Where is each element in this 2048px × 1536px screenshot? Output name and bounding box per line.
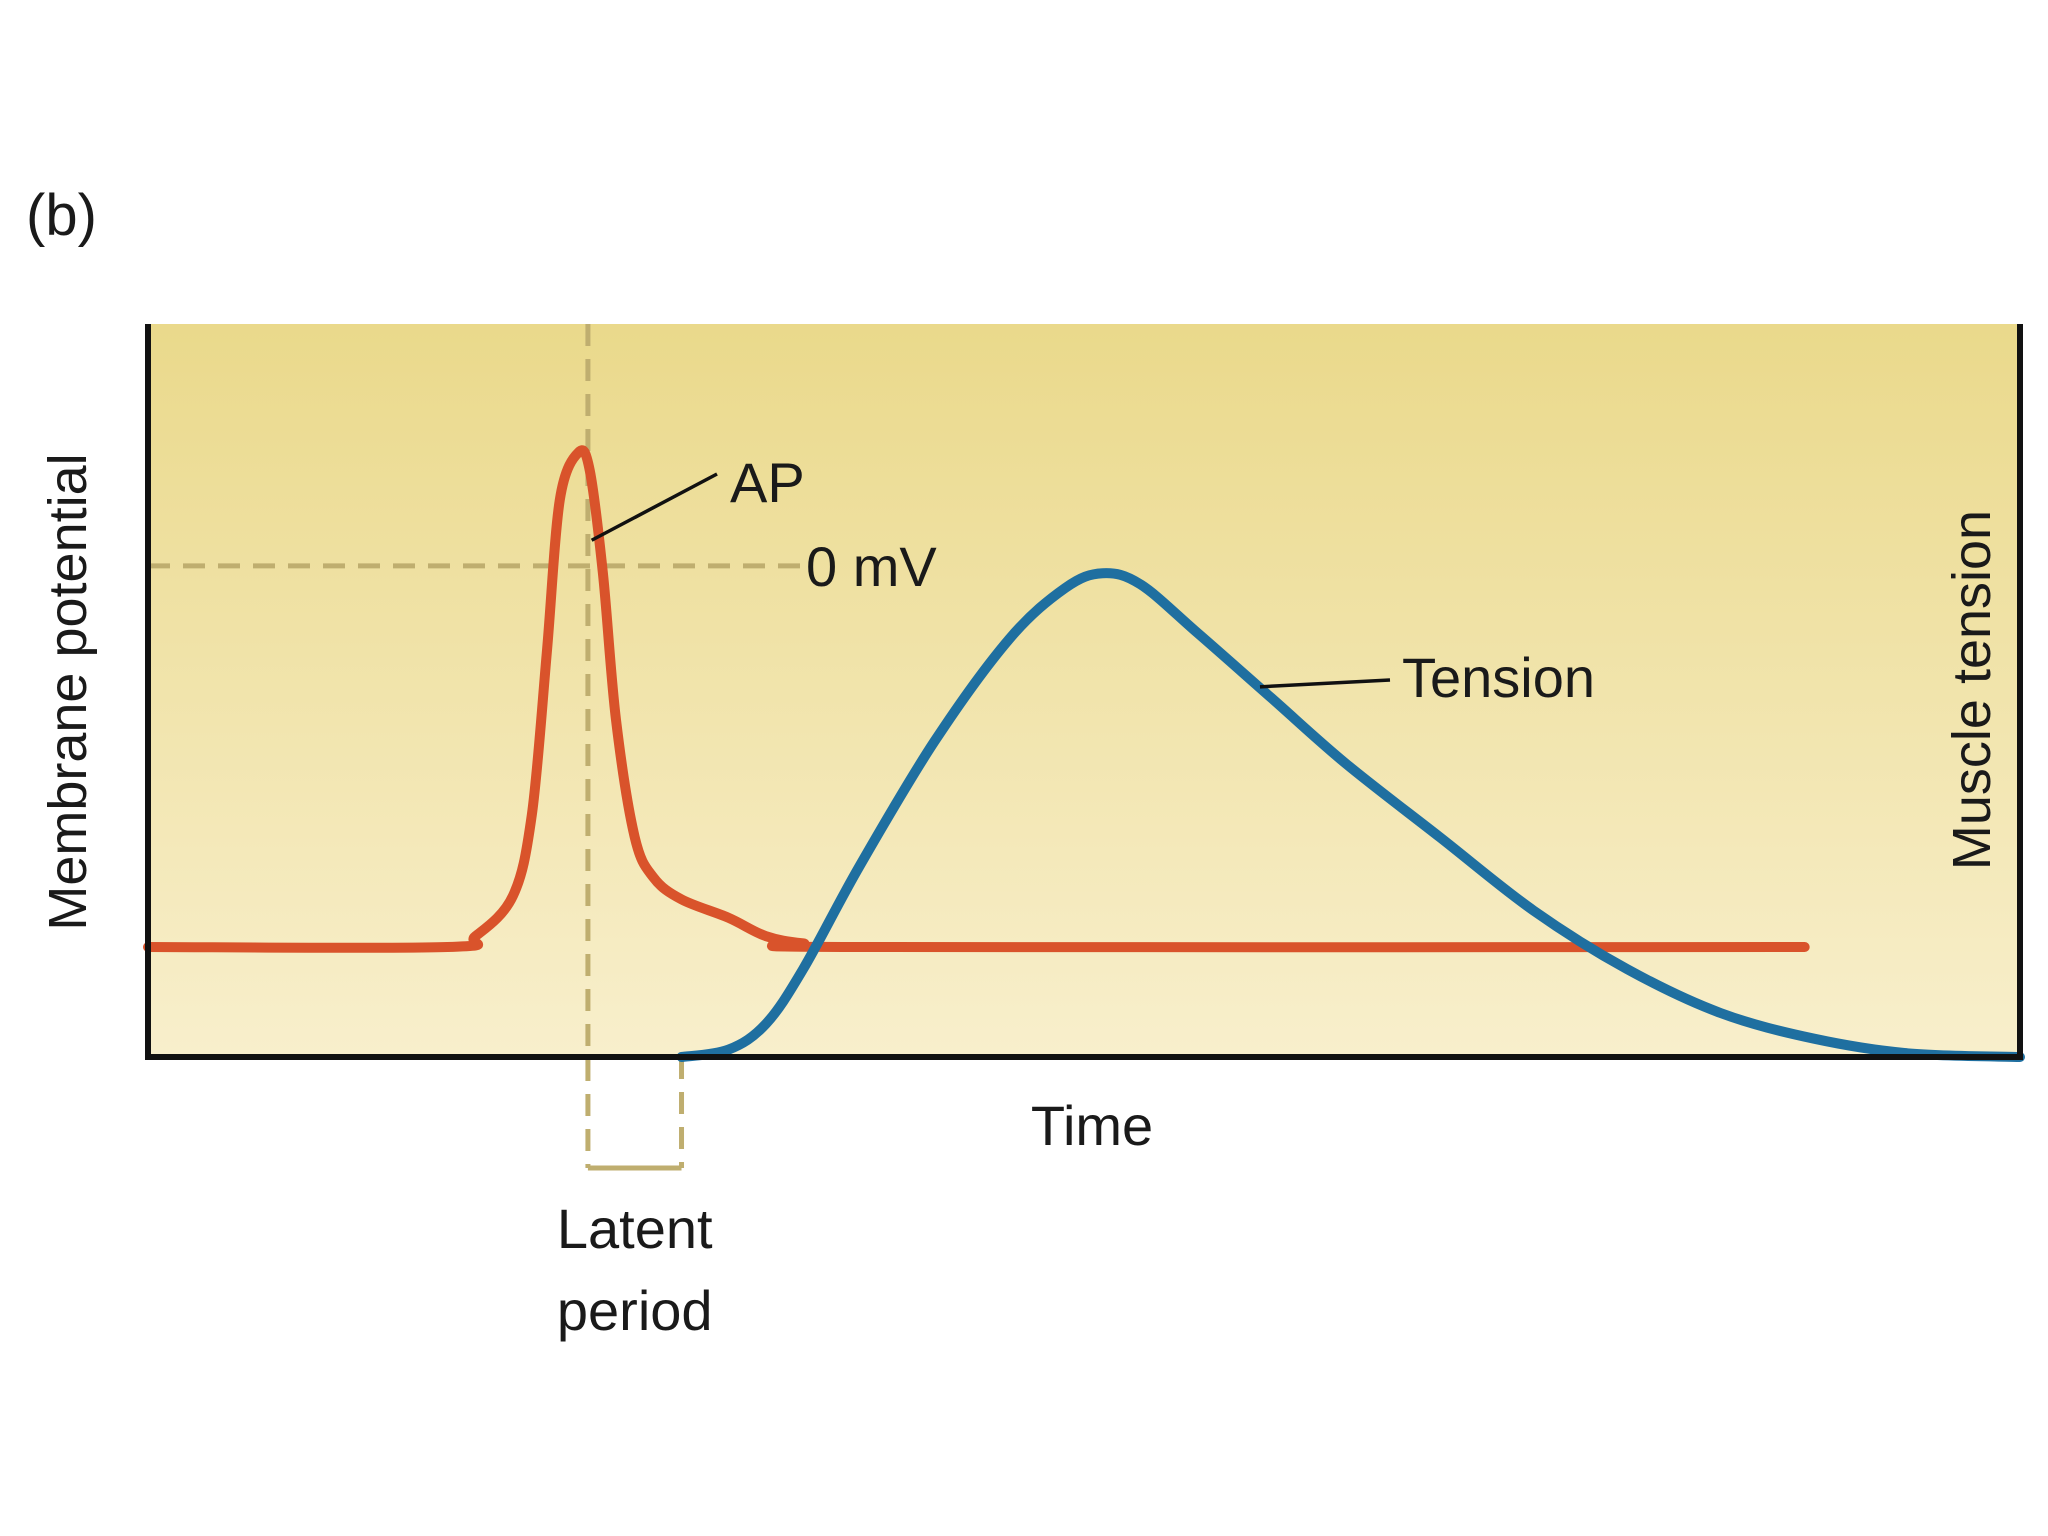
latent-period-label-line: period [557, 1279, 713, 1342]
latent-period-label-line: Latent [557, 1197, 713, 1260]
plot-background [148, 324, 2020, 1057]
tension-leader-line [1259, 678, 1391, 689]
ap-label: AP [730, 451, 805, 514]
ap-leader-line [590, 472, 718, 542]
tension-label: Tension [1402, 646, 1595, 709]
panel-label: (b) [26, 183, 97, 248]
x-axis-label: Time [1031, 1094, 1153, 1157]
ap-curve [143, 445, 1810, 953]
annotations: AP0 mV Tension Latent period [557, 451, 1595, 1342]
axes [145, 324, 2023, 1060]
series-layer [143, 445, 2025, 1062]
tension-curve [676, 568, 2025, 1062]
y-axis-label-left: Membrane potential [38, 453, 98, 930]
y-axis-label-right: Muscle tension [1942, 510, 2002, 870]
zero-mv-label: 0 mV [806, 535, 937, 598]
